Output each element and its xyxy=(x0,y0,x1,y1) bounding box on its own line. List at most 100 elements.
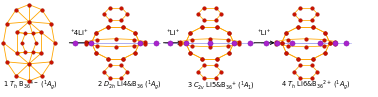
Point xyxy=(0,42,6,44)
Point xyxy=(201,77,207,79)
Point xyxy=(322,32,328,34)
Point xyxy=(131,39,137,40)
Point xyxy=(189,39,195,40)
Point xyxy=(308,77,314,79)
Point xyxy=(283,52,289,53)
Point xyxy=(199,58,205,60)
Point xyxy=(142,41,148,42)
Point xyxy=(212,19,218,21)
Point xyxy=(105,26,111,27)
Point xyxy=(303,46,309,48)
Point xyxy=(322,32,328,34)
Point xyxy=(51,42,57,44)
Point xyxy=(273,41,279,42)
Point xyxy=(14,31,20,33)
Point xyxy=(29,51,36,53)
Point xyxy=(322,52,328,53)
Point xyxy=(13,75,19,77)
Point xyxy=(183,42,189,44)
Point xyxy=(195,13,201,15)
Point xyxy=(343,42,349,44)
Point xyxy=(39,75,45,77)
Point xyxy=(136,42,143,44)
Point xyxy=(38,52,44,54)
Point xyxy=(207,38,213,39)
Point xyxy=(187,32,193,34)
Point xyxy=(297,19,303,21)
Point xyxy=(118,77,124,79)
Point xyxy=(207,46,213,48)
Point xyxy=(285,39,291,40)
Point xyxy=(189,45,195,47)
Point xyxy=(283,32,289,34)
Point xyxy=(93,32,99,34)
Point xyxy=(226,52,232,53)
Point xyxy=(310,58,316,60)
Point xyxy=(214,26,220,27)
Point xyxy=(226,52,232,53)
Point xyxy=(321,45,327,47)
Point xyxy=(283,32,289,34)
Point xyxy=(183,42,189,44)
Point xyxy=(26,21,32,23)
Point xyxy=(177,43,183,45)
Text: $3$ $\mathit{C}_{2v}$ Li5&B$_{36}$$^{+}$ ($^{1}$$\mathit{A}_{1}$): $3$ $\mathit{C}_{2v}$ Li5&B$_{36}$$^{+}$… xyxy=(187,80,255,92)
Point xyxy=(4,23,10,24)
Point xyxy=(107,77,113,79)
Point xyxy=(132,32,138,34)
Point xyxy=(303,38,309,39)
Point xyxy=(247,42,253,44)
Point xyxy=(88,42,94,44)
Point xyxy=(29,33,36,34)
Point xyxy=(132,32,138,34)
Point xyxy=(105,58,111,60)
Point xyxy=(101,71,107,72)
Point xyxy=(132,52,138,53)
Point xyxy=(93,52,99,53)
Point xyxy=(94,39,101,40)
Point xyxy=(107,19,113,21)
Point xyxy=(285,45,291,47)
Point xyxy=(201,19,207,21)
Point xyxy=(199,26,205,27)
Text: $2$ $\mathit{D}_{2h}$ Li4&B$_{36}$ ($^{1}$$\mathit{A}_{g}$): $2$ $\mathit{D}_{2h}$ Li4&B$_{36}$ ($^{1… xyxy=(97,79,161,92)
Point xyxy=(14,52,20,54)
Point xyxy=(317,42,323,44)
Point xyxy=(199,58,205,60)
Point xyxy=(212,7,218,8)
Point xyxy=(167,42,173,44)
Point xyxy=(231,42,237,44)
Text: $1$ $\mathit{T}_{h}$ B$_{36}$$^{4-}$ ($^{1}$$\mathit{A}_{g}$): $1$ $\mathit{T}_{h}$ B$_{36}$$^{4-}$ ($^… xyxy=(3,79,57,92)
Point xyxy=(113,38,119,39)
Point xyxy=(105,26,111,27)
Point xyxy=(212,65,218,66)
Point xyxy=(297,7,303,8)
Point xyxy=(201,65,207,66)
Point xyxy=(4,61,10,63)
Point xyxy=(214,58,220,60)
Point xyxy=(297,77,303,79)
Point xyxy=(131,45,137,47)
Point xyxy=(136,42,143,44)
Point xyxy=(183,42,189,44)
Point xyxy=(283,52,289,53)
Point xyxy=(22,51,28,53)
Point xyxy=(124,13,130,15)
Point xyxy=(33,42,39,44)
Point xyxy=(226,32,232,34)
Point xyxy=(218,13,225,15)
Point xyxy=(177,41,183,42)
Point xyxy=(88,42,94,44)
Point xyxy=(22,33,28,34)
Point xyxy=(94,45,101,47)
Point xyxy=(295,26,301,27)
Text: $4$ $\mathit{T}_{h}$ Li6&B$_{36}$$^{2+}$ ($^{1}$$\mathit{A}_{g}$): $4$ $\mathit{T}_{h}$ Li6&B$_{36}$$^{2+}$… xyxy=(281,79,351,92)
Point xyxy=(332,42,338,44)
Point xyxy=(212,77,218,79)
Point xyxy=(101,13,107,15)
Point xyxy=(118,19,124,21)
Point xyxy=(308,65,314,66)
Point xyxy=(26,63,32,65)
Point xyxy=(310,26,316,27)
Point xyxy=(226,32,232,34)
